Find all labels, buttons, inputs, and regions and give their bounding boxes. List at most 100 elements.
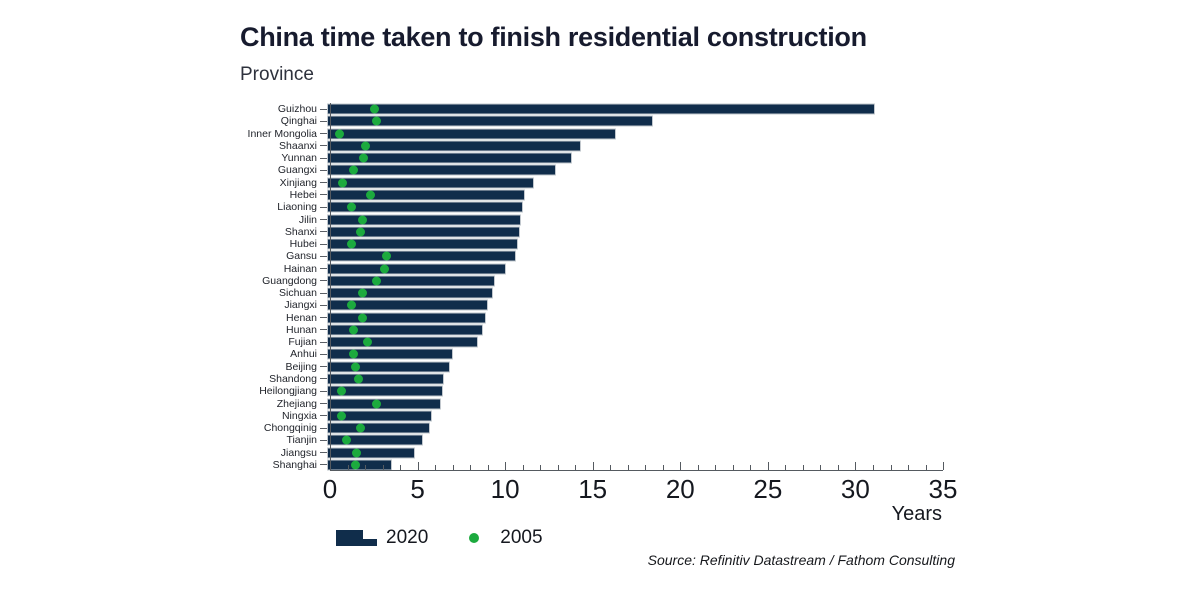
province-label: Xinjiang [279,176,317,189]
province-label: Jilin [298,213,317,226]
x-minor-tick [908,465,909,470]
chart-row: Hubei [246,238,942,250]
y-tick [320,378,327,380]
dot-2005 [350,362,360,372]
chart-row: Jilin [246,213,942,226]
bar-area [327,213,942,226]
y-tick [320,268,327,270]
province-label: Liaoning [277,201,317,214]
province-label: Sichuan [279,287,317,300]
province-label: Hainan [283,262,317,275]
dot-2005 [336,386,346,396]
bar-2020 [327,422,431,434]
bar-area [327,459,942,471]
x-minor-tick [487,465,489,470]
bar-2020 [327,385,443,397]
x-minor-tick [662,465,664,470]
dot-2005 [359,153,369,163]
dot-2005 [350,460,360,470]
x-major-tick [330,462,331,470]
y-tick [320,194,327,196]
bar-area [327,287,942,299]
x-tick-label: 35 [928,474,958,504]
y-tick [320,292,327,294]
x-tick-label: 30 [840,474,870,504]
province-label: Jiangxi [284,299,317,312]
chart-row: Xinjiang [246,177,942,189]
x-minor-tick [715,465,717,470]
bar-2020 [327,434,424,446]
province-label: Shandong [269,372,317,385]
x-major-tick [505,462,507,470]
bar-2020 [327,152,573,164]
x-minor-tick [452,465,454,470]
bar-2020 [327,275,496,287]
y-tick [320,157,327,159]
legend-label-2005: 2005 [500,527,543,548]
province-label: Zhejiang [276,397,317,410]
dot-2005 [355,423,365,433]
dot-2005 [371,116,381,126]
x-tick-label: 25 [753,474,783,504]
dot-2005 [338,178,348,188]
province-label: Yunnan [281,152,317,165]
y-tick [320,133,327,135]
province-label: Hunan [286,323,317,336]
bar-2020 [327,324,483,336]
y-tick [320,341,327,343]
bar-2020 [327,201,524,213]
bar-area [327,299,942,311]
bar-area [327,397,942,409]
bar-area [327,373,942,385]
x-minor-tick [872,465,874,470]
chart-row: Jiangsu [246,446,942,459]
bar-area [327,250,942,262]
x-minor-tick [820,465,822,470]
bar-2020 [327,361,450,373]
chart-row: Hebei [246,189,942,201]
chart-row: Zhejiang [246,397,942,410]
bar-icon-segment [336,530,363,539]
bar-area [327,446,942,459]
chart-row: Guangdong [246,275,942,287]
y-tick [320,182,327,184]
chart-row: Sichuan [246,287,942,299]
x-axis [330,470,943,471]
y-tick [320,317,327,319]
bar-area [327,164,942,176]
bar-2020 [327,287,494,299]
y-tick [320,427,327,429]
page-title: China time taken to finish residential c… [240,22,867,52]
chart-row: Liaoning [246,201,942,213]
dot-2005 [348,325,358,335]
chart-row: Yunnan [246,152,942,164]
y-tick [320,329,327,331]
y-tick [320,280,327,282]
province-label: Shanxi [284,225,317,238]
bar-area [327,336,942,348]
province-label: Ningxia [281,409,317,422]
dot-2005 [357,215,367,225]
chart-row: Hainan [246,262,942,275]
y-tick [320,108,327,110]
x-minor-tick [802,465,804,470]
x-minor-tick [925,465,927,470]
chart-row: Guizhou [246,103,942,115]
dot-2005 [347,300,356,310]
dot-2005 [361,141,370,151]
dot-2005 [382,251,391,261]
chart-row: Tianjin [246,434,942,446]
bar-area [327,361,942,373]
bar-2020 [327,263,506,275]
y-tick [320,464,327,466]
x-minor-tick [400,465,402,470]
x-minor-tick [750,465,752,470]
plot-rows: Guizhou Qinghai Inner Mongolia Shaanxi Yunna… [246,103,942,471]
bar-2020 [327,189,525,201]
dot-series-icon [469,533,480,543]
chart-row: Guangxi [246,164,942,176]
y-tick [320,231,327,233]
bar-area [327,348,942,360]
bar-area [327,177,942,189]
chart-row: Qinghai [246,115,942,127]
